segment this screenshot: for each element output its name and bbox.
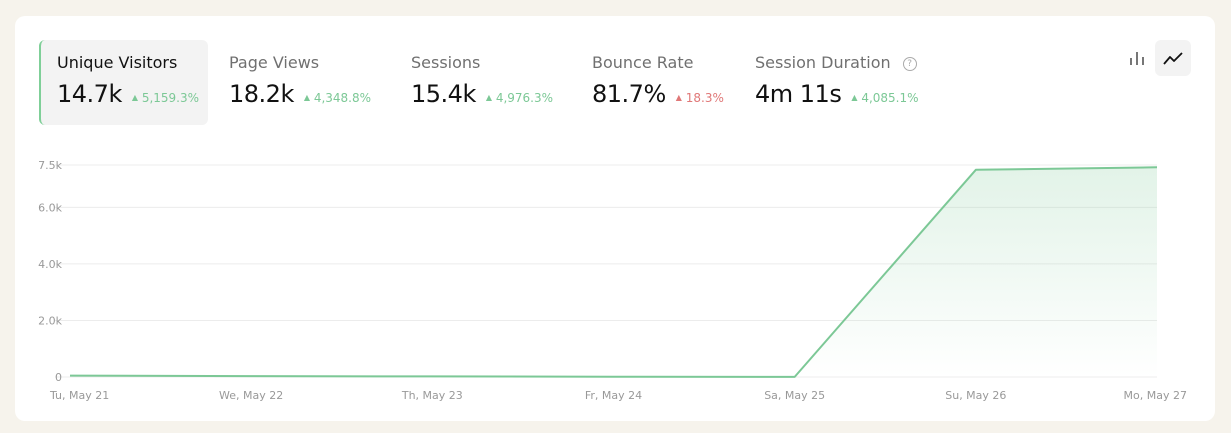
area-fill [70, 167, 1157, 377]
metric-change-value: 18.3% [685, 91, 724, 105]
x-tick-label: Su, May 26 [945, 389, 1006, 402]
metric-change-value: 4,976.3% [495, 91, 554, 105]
metric-tab-sessions[interactable]: Sessions 15.4k ▲ 4,976.3% [395, 40, 553, 125]
metric-label: Session Duration [755, 53, 891, 72]
metric-tab-bounce-rate[interactable]: Bounce Rate 81.7% ▲ 18.3% [576, 40, 724, 125]
metric-change-value: 5,159.3% [141, 91, 200, 105]
triangle-up-icon: ▲ [131, 93, 138, 102]
metric-value: 18.2k [229, 80, 294, 108]
y-tick-label: 6.0k [38, 201, 62, 214]
metric-change: ▲ 4,976.3% [486, 91, 553, 105]
x-tick-label: Mo, May 27 [1124, 389, 1187, 402]
metric-value: 4m 11s [755, 80, 842, 108]
x-tick-label: Fr, May 24 [585, 389, 642, 402]
line-chart-icon [1163, 52, 1183, 65]
metric-value: 15.4k [411, 80, 476, 108]
bar-chart-toggle[interactable] [1119, 40, 1155, 76]
y-tick-label: 4.0k [38, 258, 62, 271]
metric-change: ▲ 5,159.3% [132, 91, 199, 105]
metric-label: Page Views [229, 53, 320, 72]
line-chart: 0 2.0k 4.0k 6.0k 7.5k Tu, May 21 We, May 22 Th,… [38, 159, 1187, 402]
metric-label: Bounce Rate [592, 53, 694, 72]
triangle-up-icon: ▲ [303, 93, 310, 102]
triangle-up-icon: ▲ [851, 93, 858, 102]
x-tick-label: Th, May 23 [401, 389, 463, 402]
question-circle-icon[interactable]: ? [902, 57, 917, 71]
metric-value: 14.7k [57, 80, 122, 108]
metric-label: Unique Visitors [57, 53, 178, 72]
bar-chart-icon [1130, 52, 1144, 65]
analytics-card: Unique Visitors 14.7k ▲ 5,159.3% Page Vie… [15, 16, 1215, 421]
triangle-up-icon: ▲ [485, 93, 492, 102]
y-tick-label: 2.0k [38, 314, 62, 327]
x-tick-label: We, May 22 [219, 389, 283, 402]
series-line [69, 166, 1158, 378]
metric-change-value: 4,085.1% [861, 91, 919, 105]
metric-tab-page-views[interactable]: Page Views 18.2k ▲ 4,348.8% [213, 40, 371, 125]
metric-tab-session-duration[interactable]: Session Duration? 4m 11s ▲ 4,085.1% [739, 40, 919, 125]
metric-value: 81.7% [592, 80, 666, 108]
triangle-up-icon: ▲ [675, 93, 682, 102]
y-tick-label: 0 [55, 371, 62, 384]
x-tick-label: Tu, May 21 [49, 389, 109, 402]
metric-change: ▲ 4,348.8% [304, 91, 371, 105]
line-chart-toggle[interactable] [1155, 40, 1191, 76]
metric-change: ▲ 4,085.1% [851, 91, 918, 105]
metric-change-value: 4,348.8% [313, 91, 372, 105]
y-tick-label: 7.5k [38, 159, 62, 172]
metric-change: ▲ 18.3% [676, 91, 724, 105]
metric-label: Sessions [411, 53, 481, 72]
x-tick-label: Sa, May 25 [764, 389, 825, 402]
metric-tab-unique-visitors[interactable]: Unique Visitors 14.7k ▲ 5,159.3% [39, 40, 208, 125]
